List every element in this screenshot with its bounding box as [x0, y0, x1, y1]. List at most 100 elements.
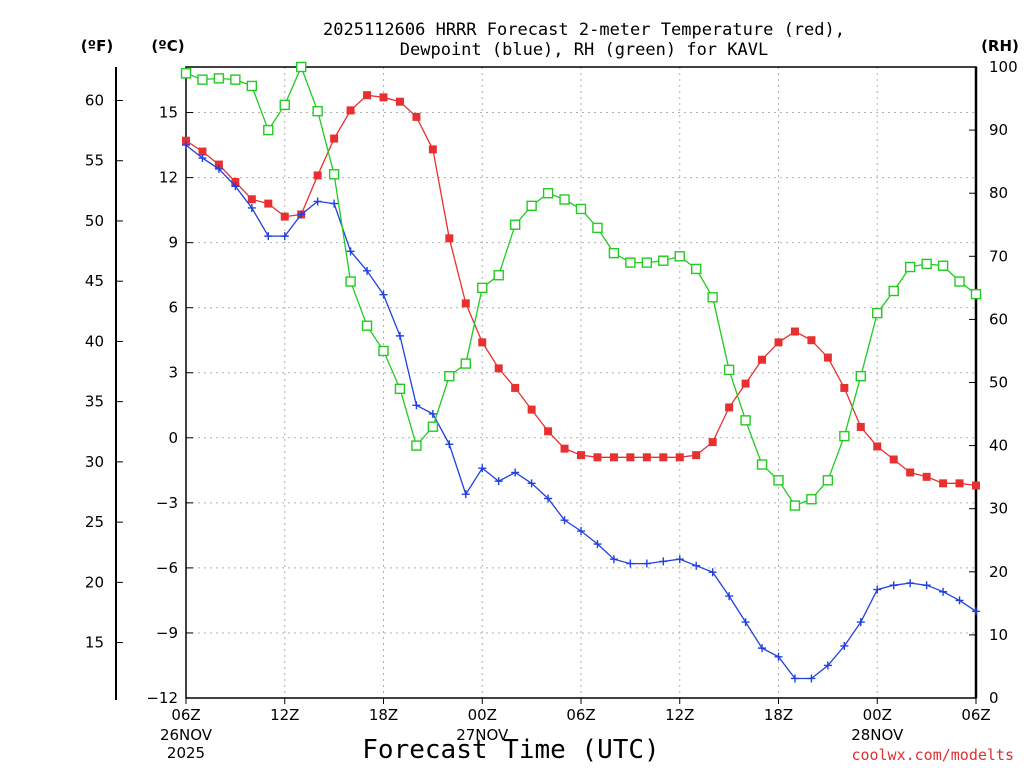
fahrenheit-tick-label: 45: [85, 272, 104, 290]
rh-point: [411, 440, 422, 451]
rh-point: [658, 255, 669, 266]
temperature-point: [642, 453, 651, 462]
temperature-point: [609, 453, 618, 462]
dewpoint-point: [297, 210, 306, 219]
dewpoint-point: [659, 557, 668, 566]
temperature-point: [593, 453, 602, 462]
temperature-point: [758, 355, 767, 364]
chart-title-line2: Dewpoint (blue), RH (green) for KAVL: [400, 40, 768, 60]
temperature-point: [412, 112, 421, 121]
dewpoint-point: [593, 540, 602, 549]
rh-point: [559, 194, 570, 205]
x-tick-label: 00Z: [863, 706, 892, 724]
dewpoint-point: [906, 579, 915, 588]
rh-point: [822, 475, 834, 486]
rh-point: [641, 257, 653, 268]
dewpoint-point: [379, 290, 388, 299]
rh-point: [789, 500, 801, 511]
celsius-tick-label: 6: [168, 299, 178, 317]
temperature-point: [478, 338, 487, 347]
dewpoint-point: [692, 561, 701, 570]
x-tick-label: 06Z: [171, 706, 200, 724]
dewpoint-point: [972, 607, 980, 616]
grid-lines: [186, 67, 976, 698]
dewpoint-point: [247, 203, 256, 212]
dewpoint-point: [741, 618, 750, 627]
dewpoint-point: [577, 527, 585, 536]
plot-frame: [185, 66, 977, 699]
dewpoint-point: [264, 232, 273, 241]
temperature-point: [972, 481, 980, 490]
temperature-point: [247, 195, 256, 204]
temperature-point: [560, 444, 569, 453]
temperature-point: [889, 455, 898, 464]
dewpoint-point: [939, 587, 948, 596]
celsius-tick-label: 12: [159, 169, 178, 187]
rh-point: [592, 222, 603, 234]
temperature-point: [395, 97, 404, 106]
temperature-point: [494, 364, 503, 373]
axis-labels: 06Z 12Z 18Z 00Z 06Z 12Z 18Z 00Z 06Z26NOV202527NO…: [85, 58, 1018, 762]
temperature-point: [280, 212, 289, 221]
fahrenheit-tick-label: 50: [85, 212, 104, 230]
dewpoint-point: [823, 661, 832, 670]
rh-point: [427, 421, 439, 432]
rh-point: [263, 124, 274, 136]
temperature-point: [659, 453, 668, 462]
rh-point: [970, 288, 982, 300]
rh-tick-label: 20: [989, 563, 1008, 581]
fahrenheit-tick-label: 60: [85, 91, 104, 109]
rh-tick-label: 10: [989, 626, 1008, 644]
dewpoint-point: [560, 516, 569, 525]
temperature-point: [264, 199, 273, 208]
dewpoint-point: [544, 494, 553, 503]
dewpoint-point: [626, 559, 635, 568]
rh-point: [608, 247, 620, 259]
fahrenheit-tick-label: 55: [85, 152, 104, 170]
temperature-point: [725, 403, 734, 412]
rh-point: [526, 200, 537, 212]
celsius-tick-label: 0: [168, 429, 178, 447]
rh-point: [460, 358, 471, 369]
credit-text: coolwx.com/modelts: [851, 746, 1014, 764]
temperature-point: [840, 383, 849, 392]
rh-point: [625, 257, 636, 268]
temperature-point: [823, 353, 832, 362]
temperature-point: [708, 438, 717, 447]
rh-point: [509, 219, 521, 230]
rh-point: [180, 68, 192, 79]
rh-point: [477, 282, 488, 294]
dewpoint-point: [873, 585, 882, 594]
dewpoint-point: [642, 559, 651, 568]
celsius-tick-label: −6: [156, 559, 178, 577]
rh-point: [888, 285, 899, 297]
date-label: 28NOV: [851, 726, 904, 744]
temperature-point: [873, 442, 882, 451]
celsius-tick-label: 15: [159, 104, 178, 122]
dewpoint-point: [412, 401, 421, 410]
rh-point: [954, 276, 965, 287]
temperature-point: [511, 383, 520, 392]
rh-point: [444, 370, 455, 382]
dewpoint-point: [527, 479, 536, 488]
dewpoint-point: [609, 555, 618, 564]
rh-point: [296, 61, 307, 73]
temperature-point: [939, 479, 948, 488]
x-tick-label: 18Z: [764, 706, 793, 724]
x-tick-label: 06Z: [566, 706, 595, 724]
celsius-tick-label: −9: [156, 624, 178, 642]
temperature-point: [330, 134, 339, 143]
dewpoint-point: [478, 464, 487, 473]
dewpoint-point: [675, 555, 684, 564]
rh-point: [707, 292, 718, 303]
celsius-unit-label: (ºC): [151, 37, 184, 55]
rh-point: [839, 430, 850, 442]
temperature-point: [231, 177, 240, 186]
chart-title-line1: 2025112606 HRRR Forecast 2-meter Tempera…: [323, 20, 845, 40]
dewpoint-point: [856, 618, 865, 627]
rh-point: [691, 263, 702, 275]
fahrenheit-unit-label: (ºF): [81, 37, 113, 55]
year-label: 2025: [167, 744, 205, 762]
rh-point: [361, 320, 373, 331]
fahrenheit-tick-label: 20: [85, 573, 104, 591]
